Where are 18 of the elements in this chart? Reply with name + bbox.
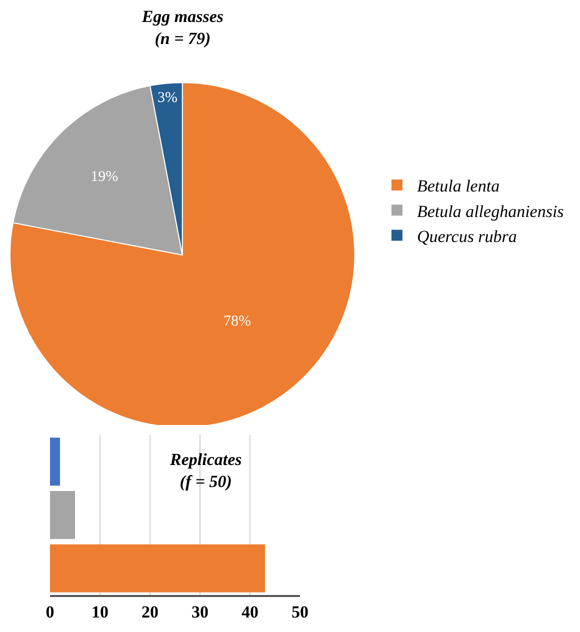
bar — [50, 491, 75, 539]
data-label: 3% — [158, 90, 178, 106]
legend-label: Betula alleghaniensis — [416, 202, 564, 221]
x-tick-label: 40 — [242, 602, 258, 622]
data-label: 19% — [90, 168, 118, 185]
legend-label: Betula lenta — [416, 176, 500, 196]
x-tick-label: 0 — [46, 602, 54, 622]
legend-label: Quercus rubra — [416, 226, 517, 246]
pie-slice — [12, 85, 183, 256]
x-tick-label: 30 — [192, 602, 208, 622]
text: Replicates (f = 50) — [169, 450, 242, 492]
x-tick-label: 50 — [292, 602, 308, 622]
x-tick-label: 20 — [142, 602, 158, 622]
data-label: 78% — [224, 313, 252, 330]
chart-title: Egg masses (n = 79) — [140, 7, 224, 48]
bar — [50, 544, 265, 592]
bar — [50, 438, 60, 486]
x-tick-label: 10 — [92, 602, 108, 622]
